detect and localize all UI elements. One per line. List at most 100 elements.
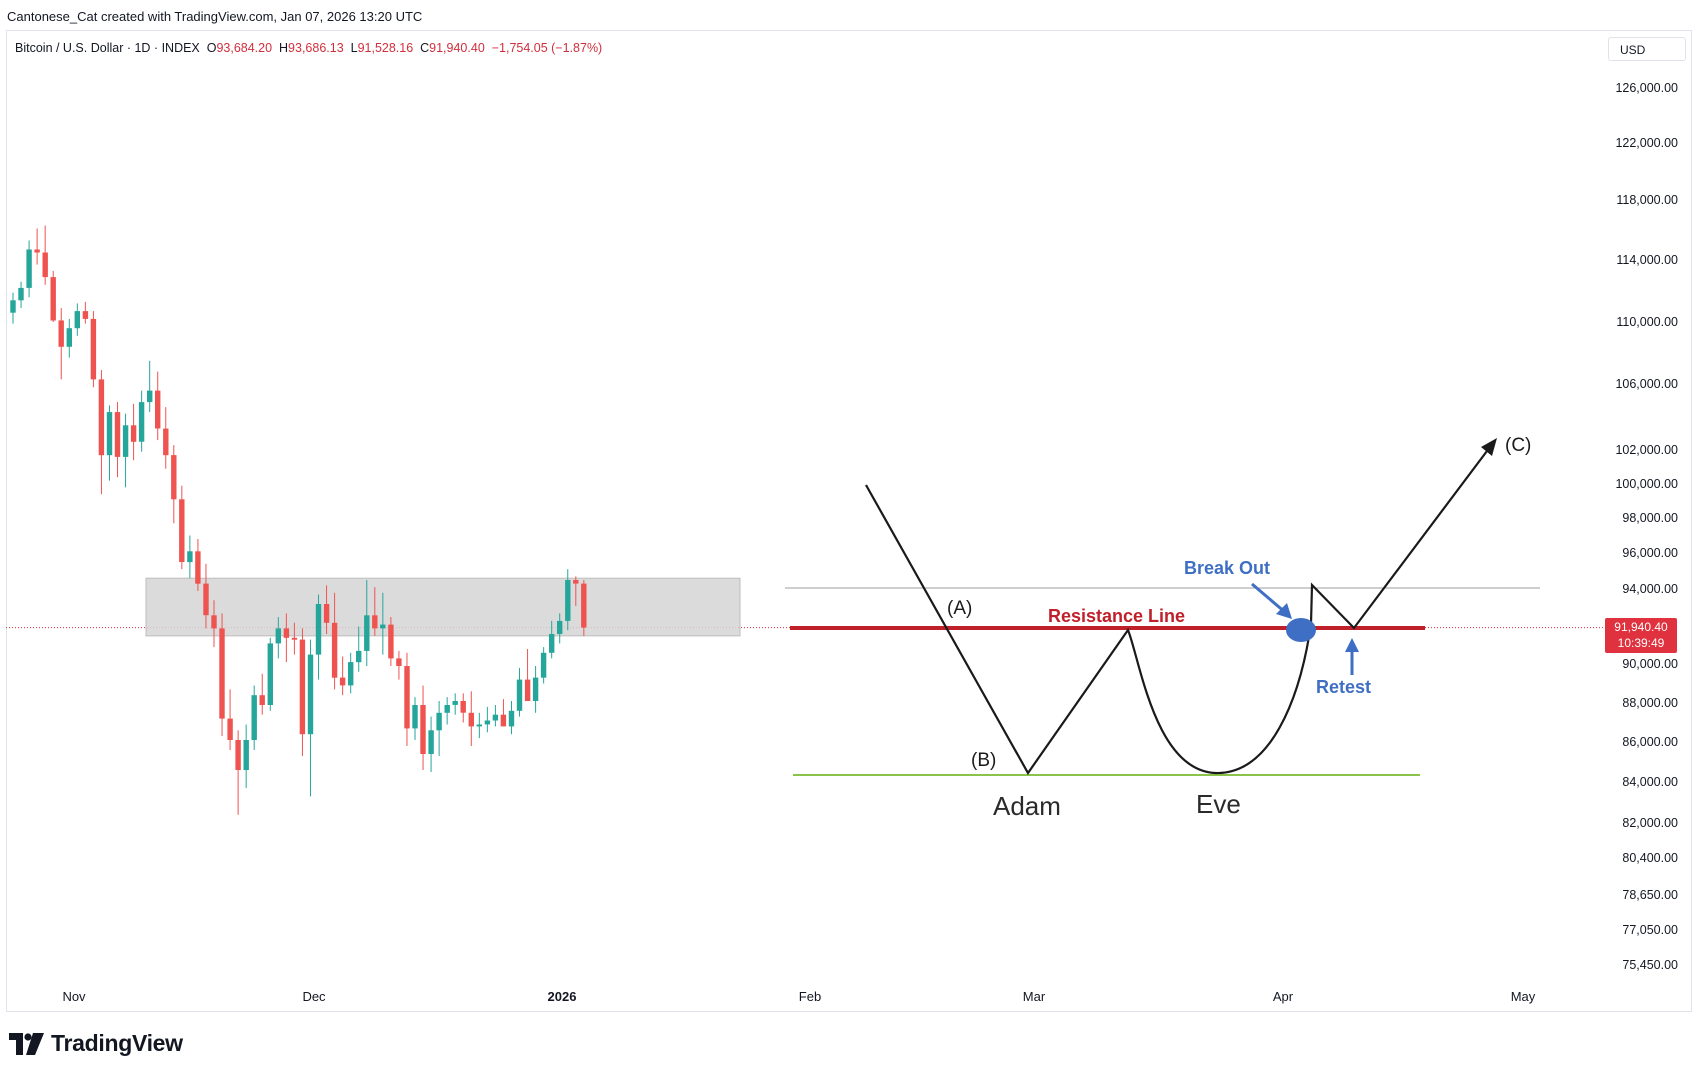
candle-body <box>428 730 434 754</box>
candle-body <box>66 328 72 347</box>
candle-body <box>283 628 290 638</box>
candle-body <box>396 658 402 666</box>
low-label: L <box>350 41 358 55</box>
candle-body <box>372 615 378 629</box>
breakout-arrow <box>1251 582 1287 615</box>
y-tick-label: 75,450.00 <box>1622 958 1678 972</box>
symbol-name[interactable]: Bitcoin / U.S. Dollar · 1D · INDEX <box>15 41 200 55</box>
candle-body <box>549 634 555 653</box>
y-tick-label: 106,000.00 <box>1615 377 1678 391</box>
open-label: O <box>206 41 217 55</box>
candle-body <box>436 712 442 731</box>
candle-body <box>195 551 201 584</box>
label-a: (A) <box>947 598 972 619</box>
tradingview-logo-icon <box>9 1032 44 1055</box>
candle-body <box>122 425 129 457</box>
candle-body <box>74 311 80 329</box>
candle-body <box>331 622 338 678</box>
candle-body <box>315 604 322 655</box>
y-tick-label: 82,000.00 <box>1622 816 1678 830</box>
candle-body <box>565 580 571 621</box>
price-tag-countdown: 10:39:49 <box>1618 636 1665 650</box>
candle-body <box>420 705 426 754</box>
candle-body <box>356 650 362 663</box>
candle-body <box>251 695 257 740</box>
change-value: −1,754.05 (−1.87%) <box>491 41 603 55</box>
label-b: (B) <box>971 750 996 771</box>
candle-body <box>500 714 507 727</box>
candle-body <box>516 679 523 711</box>
candle-body <box>532 677 539 701</box>
label-resistance: Resistance Line <box>1048 606 1185 626</box>
y-tick-label: 88,000.00 <box>1622 696 1678 710</box>
y-tick-label: 118,000.00 <box>1616 193 1678 207</box>
candle-body <box>82 311 89 319</box>
tradingview-logo[interactable]: TradingView <box>9 1030 183 1057</box>
close-label: C <box>420 41 430 55</box>
candle-body <box>147 390 153 403</box>
candle-body <box>179 499 185 562</box>
y-tick-label: 77,050.00 <box>1622 923 1678 937</box>
candle-body <box>10 300 16 313</box>
candle-body <box>404 666 410 729</box>
y-tick-label: 86,000.00 <box>1622 735 1678 749</box>
label-retest: Retest <box>1316 677 1371 697</box>
candle-body <box>307 654 314 735</box>
candle-body <box>573 580 579 584</box>
candle-body <box>388 624 394 659</box>
candle-body <box>323 604 330 623</box>
candle-body <box>219 628 225 719</box>
candle-body <box>348 662 354 686</box>
chart-pane[interactable] <box>6 30 1692 1012</box>
candle-body <box>34 249 40 253</box>
x-tick-label: May <box>1511 989 1536 1004</box>
x-tick-label: Feb <box>799 989 821 1004</box>
time-axis[interactable]: Nov Dec 2026 Feb Mar Apr May <box>62 989 1535 1004</box>
x-tick-label: Dec <box>302 989 326 1004</box>
candle-body <box>291 637 298 640</box>
candle-body <box>460 701 466 713</box>
currency-button[interactable]: USD <box>1608 37 1686 61</box>
price-tag-value: 91,940.40 <box>1614 620 1668 634</box>
candle-body <box>508 710 515 727</box>
candle-body <box>98 379 105 456</box>
breakout-marker <box>1286 618 1316 642</box>
candle-body <box>187 551 193 563</box>
y-tick-label: 90,000.00 <box>1622 657 1678 671</box>
y-tick-label: 114,000.00 <box>1616 253 1678 267</box>
x-tick-label: Mar <box>1023 989 1046 1004</box>
candle-body <box>581 583 587 628</box>
y-tick-label: 94,000.00 <box>1622 582 1678 596</box>
chart-credit: Cantonese_Cat created with TradingView.c… <box>7 9 423 24</box>
candle-body <box>492 714 499 721</box>
candle-body <box>58 320 64 347</box>
candle-body <box>476 724 482 727</box>
open-value: 93,684.20 <box>216 41 273 55</box>
label-breakout: Break Out <box>1184 558 1270 578</box>
resistance-zone[interactable] <box>145 577 741 637</box>
candle-body <box>211 615 217 629</box>
candle-body <box>299 639 306 735</box>
price-tag-box <box>1605 618 1677 653</box>
candle-body <box>203 583 209 616</box>
x-tick-label: 2026 <box>548 989 577 1004</box>
candle-body <box>106 412 113 456</box>
candle-body <box>138 402 145 442</box>
candle-body <box>339 677 346 686</box>
price-axis[interactable]: 126,000.00 122,000.00 118,000.00 114,000.00… <box>1615 81 1678 972</box>
candle-body <box>50 277 56 321</box>
retest-arrowhead <box>1345 638 1359 652</box>
candle-body <box>557 620 563 634</box>
candle-body <box>227 718 233 740</box>
pattern-illustration: (A) (B) (C) Adam Eve Resistance Line Bre… <box>785 435 1540 821</box>
y-tick-label: 96,000.00 <box>1622 546 1678 560</box>
candle-body <box>130 425 137 442</box>
x-tick-label: Apr <box>1273 989 1294 1004</box>
candle-body <box>90 318 97 380</box>
high-label: H <box>279 41 289 55</box>
high-value: 93,686.13 <box>288 41 344 55</box>
candle-body <box>484 720 491 725</box>
candle-body <box>259 695 265 705</box>
close-value: 91,940.40 <box>429 41 485 55</box>
candle-body <box>18 287 24 301</box>
